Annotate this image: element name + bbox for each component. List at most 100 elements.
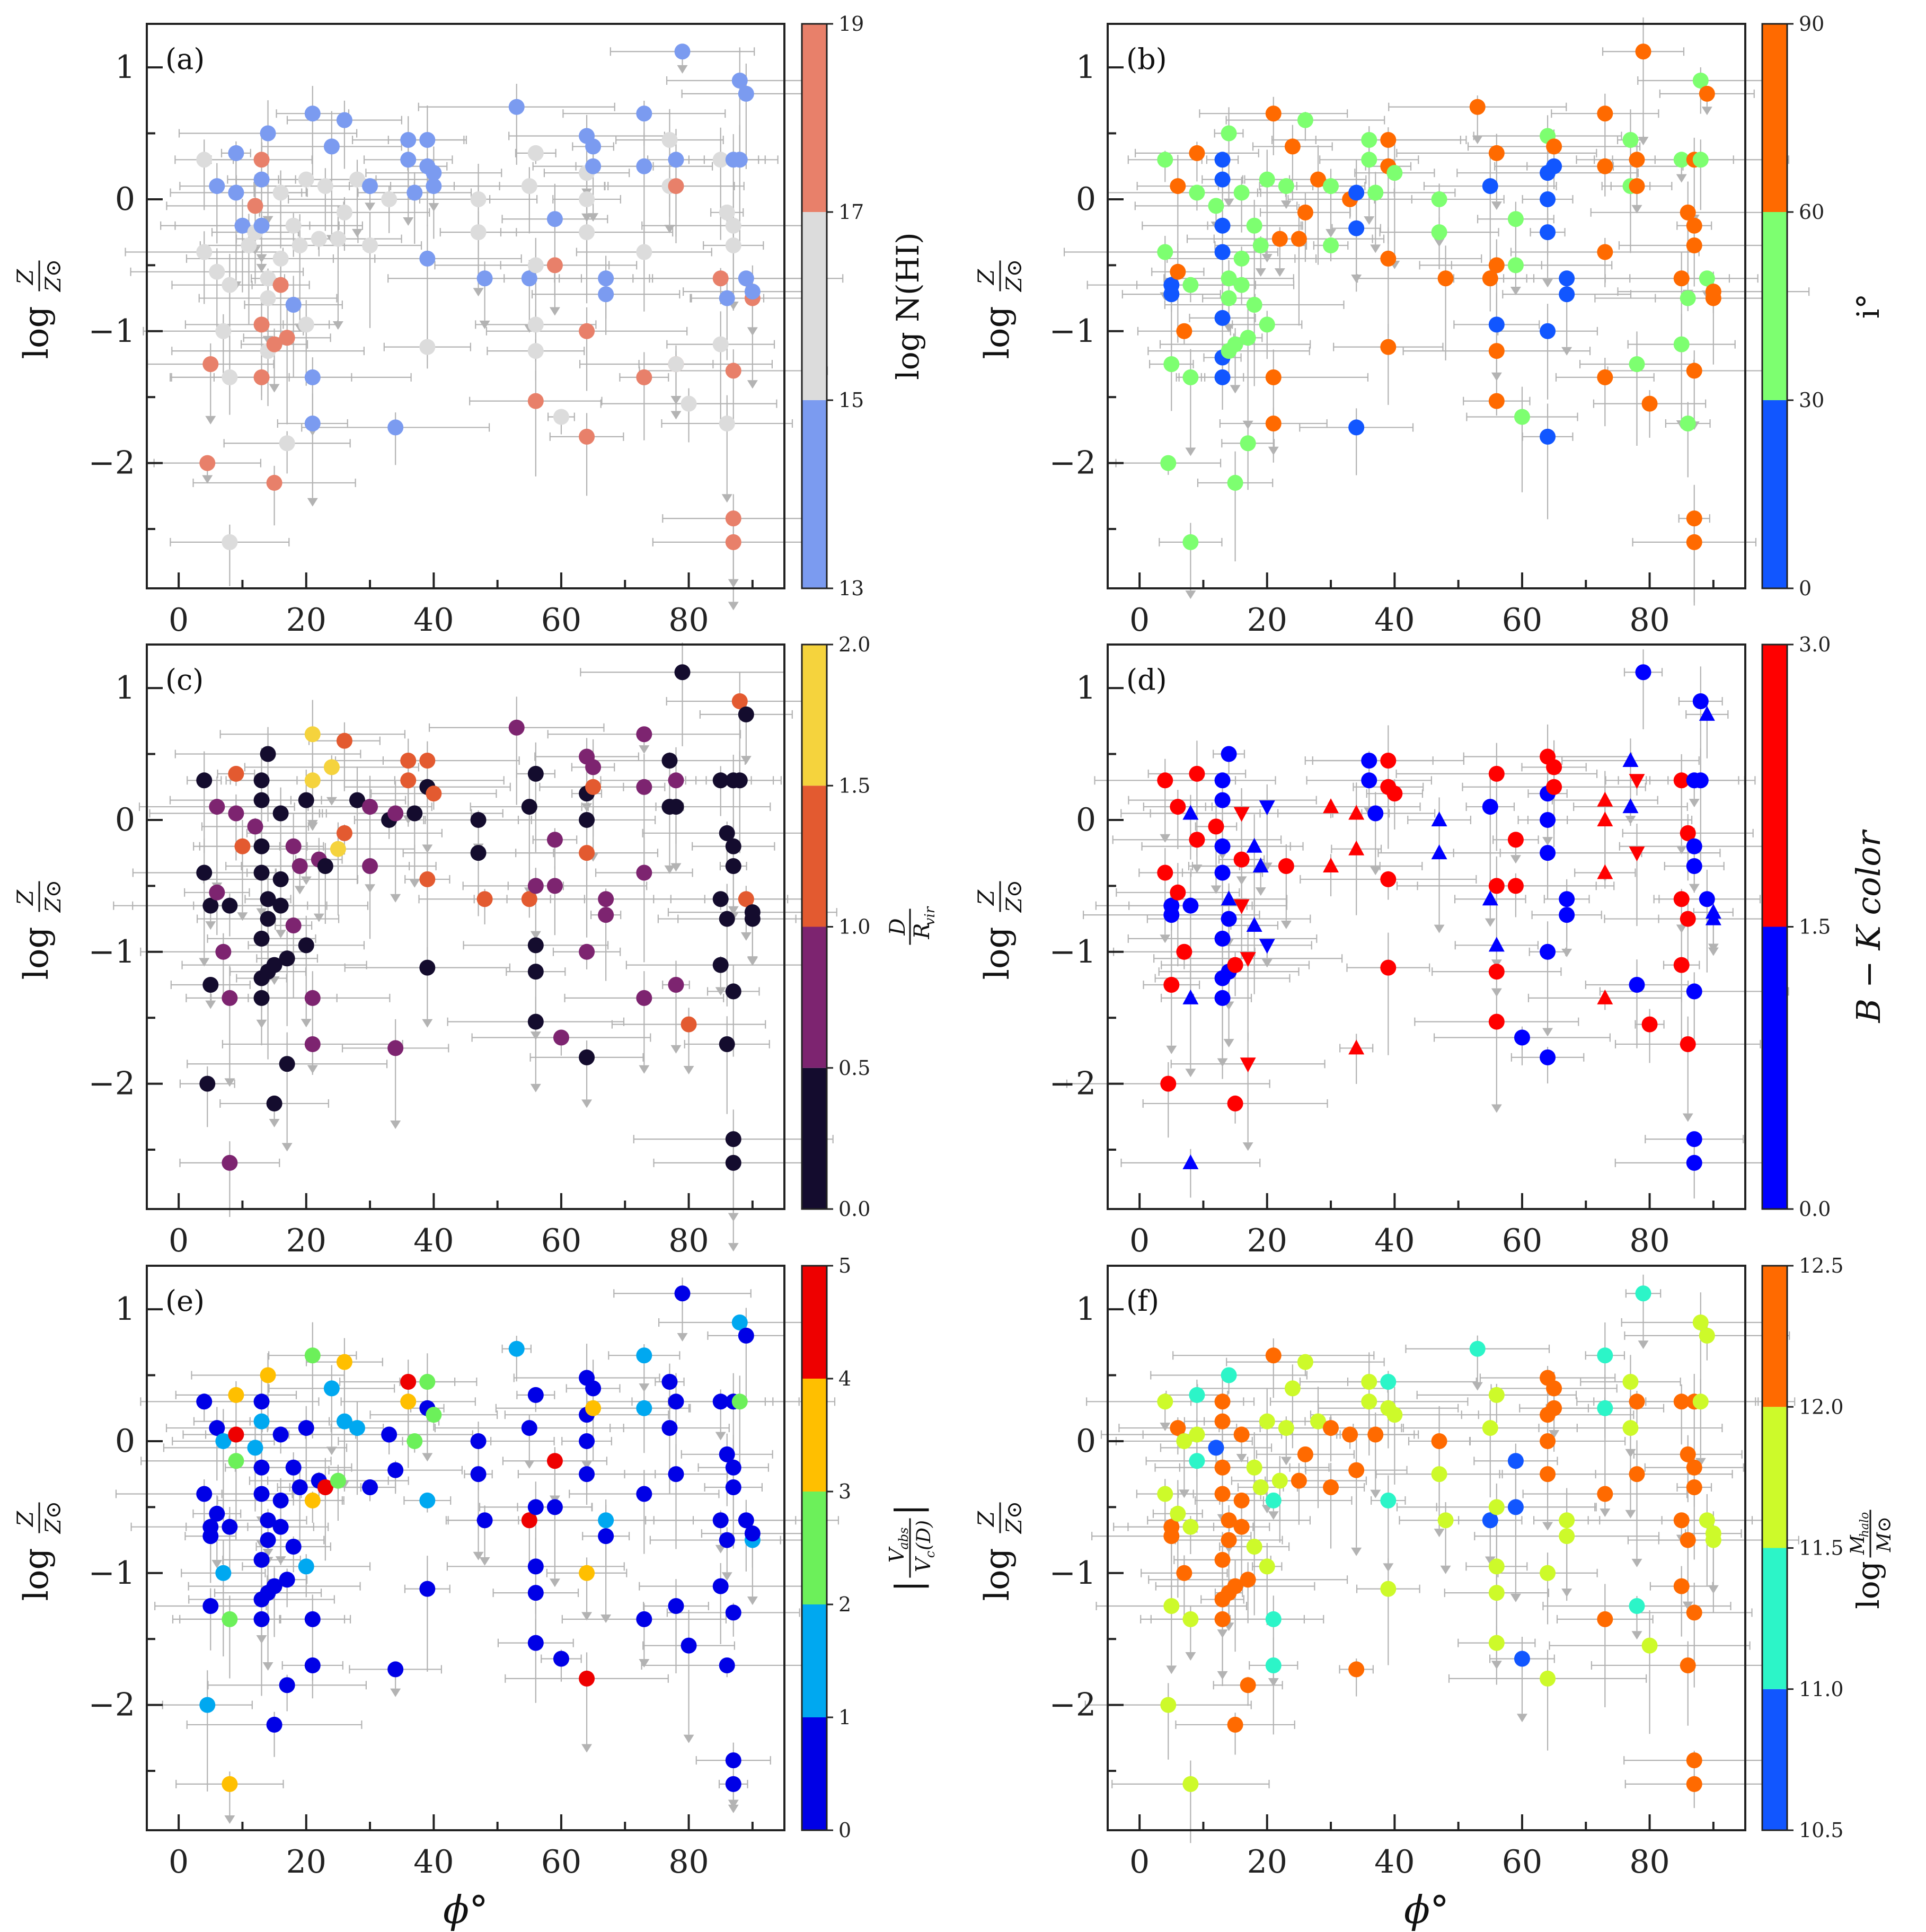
data-point xyxy=(1488,257,1505,274)
data-point xyxy=(1546,759,1562,775)
data-point xyxy=(407,805,423,822)
data-point xyxy=(202,897,219,914)
data-point xyxy=(1163,976,1180,993)
data-point xyxy=(1437,270,1454,287)
data-point xyxy=(527,878,544,894)
upper-limit-arrow xyxy=(1434,924,1445,933)
x-axis-label: ϕ° xyxy=(1404,1887,1449,1932)
data-point xyxy=(470,1466,487,1483)
upper-limit-arrow xyxy=(1631,1558,1642,1567)
upper-limit-arrow xyxy=(307,498,318,507)
data-point xyxy=(1686,1154,1702,1171)
colorbar-tick-label: 0.5 xyxy=(838,1056,870,1080)
data-point xyxy=(1208,818,1224,835)
upper-limit-arrow xyxy=(294,886,305,895)
upper-limit-arrow xyxy=(1280,200,1292,209)
data-point xyxy=(731,152,748,168)
data-point xyxy=(1189,832,1205,848)
panel-d: 0 20 40 60 80 1 0 −1 −2 (d) log Z Z⊙ 0.0 1.5 3.0 B − K c… xyxy=(973,633,1888,1259)
upper-limit-arrow xyxy=(728,1243,739,1252)
data-point xyxy=(1221,125,1237,142)
data-point-triangle xyxy=(1699,705,1715,721)
data-point xyxy=(1597,369,1613,385)
data-point-triangle xyxy=(1182,989,1199,1004)
data-point xyxy=(712,336,729,352)
colorbar-frame xyxy=(801,1265,828,1831)
data-point-triangle-down xyxy=(1259,800,1275,816)
data-point xyxy=(1233,1492,1250,1508)
data-point xyxy=(336,112,352,128)
data-point xyxy=(387,1040,404,1056)
data-point xyxy=(1686,838,1702,854)
colorbar-label-denominator: R xyxy=(910,923,934,939)
upper-limit-arrow xyxy=(307,822,318,831)
data-point xyxy=(1233,250,1250,267)
upper-limit-arrow xyxy=(313,913,324,922)
colorbar-band xyxy=(802,1717,827,1830)
data-point xyxy=(719,1446,735,1462)
colorbar-label-text: i° xyxy=(1850,294,1886,319)
data-point xyxy=(1214,772,1231,789)
data-point xyxy=(1546,158,1562,174)
data-point xyxy=(668,1393,684,1410)
data-point xyxy=(598,907,614,923)
data-point xyxy=(285,217,302,234)
data-point xyxy=(266,957,282,973)
data-point xyxy=(1227,957,1243,973)
data-point xyxy=(419,871,436,887)
data-point xyxy=(731,1314,748,1330)
x-tick-label: 60 xyxy=(1502,1843,1542,1881)
data-point xyxy=(1227,474,1243,491)
upper-limit-arrow xyxy=(1516,1714,1527,1723)
data-point xyxy=(1170,1505,1186,1522)
data-point xyxy=(349,1420,365,1436)
data-point xyxy=(426,178,442,195)
data-point xyxy=(1227,1578,1243,1594)
colorbar-tick-label: 2.0 xyxy=(838,633,870,656)
upper-limit-arrow xyxy=(1695,1458,1706,1467)
data-point xyxy=(260,1367,276,1383)
data-point xyxy=(1540,1565,1556,1581)
upper-limit-arrow xyxy=(1370,1489,1381,1498)
data-point xyxy=(1597,105,1613,122)
data-point xyxy=(387,805,404,822)
panel-c: 0 20 40 60 80 1 0 −1 −2 (c) log Z Z⊙ 0.0 0.5 1.0 1.5 2.0 D… xyxy=(12,633,938,1259)
upper-limit-arrow xyxy=(1631,1631,1642,1640)
data-point xyxy=(298,792,314,808)
upper-limit-arrow xyxy=(1191,864,1203,874)
data-point xyxy=(304,415,321,431)
y-tick-label: 0 xyxy=(1076,181,1096,218)
data-point xyxy=(527,937,544,954)
data-point xyxy=(1214,1393,1231,1410)
data-point xyxy=(1680,204,1696,220)
data-point xyxy=(1246,1539,1262,1555)
data-point xyxy=(1227,336,1243,352)
data-point xyxy=(196,1486,213,1502)
data-point xyxy=(712,891,729,907)
data-point xyxy=(1629,152,1645,168)
data-point xyxy=(1278,1420,1294,1436)
colorbar-label-numerator-sub: abs xyxy=(896,1528,911,1550)
data-point xyxy=(1686,1131,1702,1148)
data-point-triangle xyxy=(1348,805,1365,820)
colorbar-label-denominator-sub: c xyxy=(923,1551,938,1558)
panel-label: (a) xyxy=(165,42,205,76)
data-point xyxy=(476,891,493,907)
data-point xyxy=(234,838,251,854)
upper-limit-arrow xyxy=(1689,884,1700,893)
data-point xyxy=(1221,1532,1237,1548)
y-tick-label: −2 xyxy=(89,1687,135,1724)
data-point xyxy=(1367,805,1384,822)
y-axis-label-denominator: Z⊙ xyxy=(1002,880,1027,913)
data-point xyxy=(1271,231,1288,247)
upper-limit-arrow xyxy=(326,1446,337,1455)
data-point xyxy=(546,1453,563,1469)
data-point xyxy=(1437,1512,1454,1529)
data-point xyxy=(253,1486,270,1502)
data-point xyxy=(1291,231,1307,247)
data-point xyxy=(317,178,333,195)
upper-limit-arrow xyxy=(1689,799,1700,808)
data-point xyxy=(1546,779,1562,795)
upper-limit-arrow xyxy=(1682,1601,1693,1610)
